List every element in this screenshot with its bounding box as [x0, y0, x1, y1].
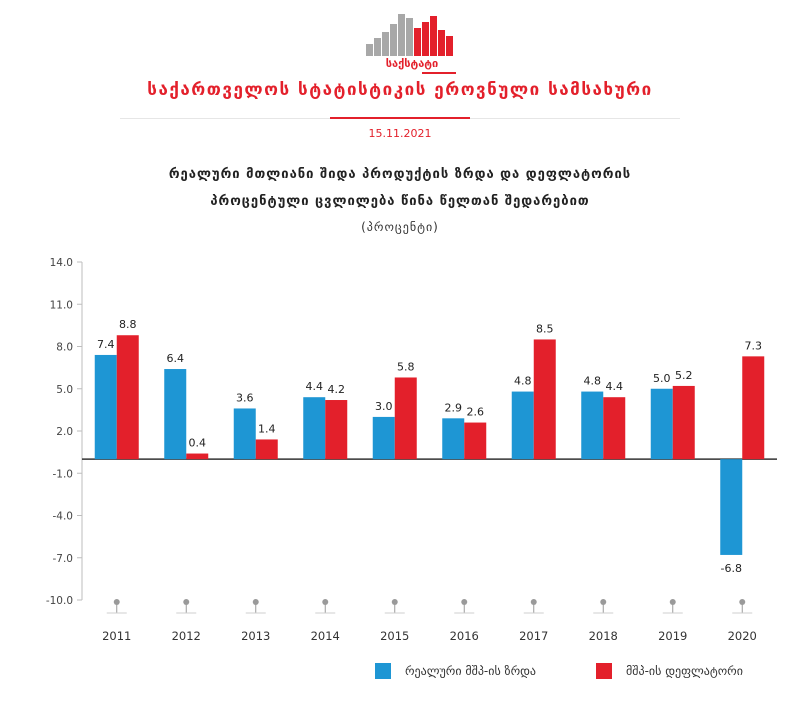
bar-gdp-deflator: [742, 356, 765, 460]
chart-title-line-1: რეალური მთლიანი შიდა პროდუქტის ზრდა და დ…: [168, 167, 632, 182]
category-marker: [461, 599, 468, 605]
bar-gdp-deflator: [116, 335, 139, 460]
bar-gdp-growth: [303, 397, 326, 460]
category-marker: [391, 599, 398, 605]
category-marker: [183, 599, 190, 605]
logo-bar: [374, 38, 381, 58]
y-tick-label: 2.0: [56, 426, 73, 438]
category-marker: [113, 599, 120, 605]
data-label: 2.9: [445, 401, 463, 414]
data-label: 8.8: [119, 318, 137, 331]
category-marker: [252, 599, 259, 605]
bar-gdp-deflator: [672, 385, 695, 460]
bar-gdp-growth: [164, 369, 187, 460]
organization-name: საქართველოს სტატისტიკის ეროვნული სამსახუ…: [147, 80, 653, 100]
data-label: 1.4: [258, 422, 276, 435]
data-label: 5.8: [397, 360, 415, 373]
x-tick-label: 2014: [311, 629, 340, 643]
legend-label-growth: რეალური მშპ-ის ზრდა: [405, 664, 537, 678]
bar-gdp-deflator: [186, 453, 209, 460]
bar-gdp-growth: [94, 354, 117, 460]
bar-gdp-deflator: [603, 397, 626, 460]
x-tick-label: 2015: [380, 629, 409, 643]
header-accent-rule: [330, 117, 470, 119]
bar-gdp-deflator: [325, 400, 348, 460]
data-label: 3.6: [236, 391, 254, 404]
y-tick-label: -1.0: [53, 468, 74, 480]
data-label: 8.5: [536, 322, 554, 335]
data-label: 5.0: [653, 372, 671, 385]
x-tick-label: 2017: [519, 629, 548, 643]
logo-bar: [390, 24, 397, 58]
chart-unit-subtitle: (პროცენტი): [361, 220, 439, 234]
y-tick-label: 5.0: [56, 384, 73, 396]
data-label: 4.2: [328, 383, 346, 396]
logo-bar: [446, 36, 453, 58]
logo-bar: [414, 28, 421, 58]
y-tick-label: -4.0: [53, 511, 74, 523]
logo-bar: [398, 14, 405, 58]
category-marker: [739, 599, 746, 605]
data-label: 7.3: [745, 339, 763, 352]
data-label: 4.4: [306, 380, 324, 393]
data-label: 7.4: [97, 338, 115, 351]
data-label: 4.8: [514, 375, 532, 388]
category-marker: [600, 599, 607, 605]
bar-gdp-growth: [720, 459, 743, 555]
logo-wordmark: საქსტატი: [386, 57, 438, 70]
bar-gdp-growth: [442, 418, 465, 460]
logo-bar: [422, 22, 429, 58]
data-label: 5.2: [675, 369, 693, 382]
data-label: 4.4: [606, 380, 624, 393]
data-label: 3.0: [375, 400, 393, 413]
legend-item-growth: რეალური მშპ-ის ზრდა: [375, 663, 536, 679]
category-marker: [322, 599, 329, 605]
x-tick-label: 2018: [589, 629, 618, 643]
bar-gdp-growth: [233, 408, 256, 460]
x-tick-label: 2012: [172, 629, 201, 643]
y-tick-label: 8.0: [56, 342, 73, 354]
logo-bar: [430, 16, 437, 58]
data-label: 2.6: [467, 406, 485, 419]
x-tick-label: 2013: [241, 629, 270, 643]
y-tick-label: -7.0: [53, 553, 74, 565]
logo-bar: [438, 30, 445, 58]
x-tick-label: 2020: [728, 629, 757, 643]
y-tick-label: -10.0: [46, 595, 73, 607]
data-label: 0.4: [189, 437, 207, 450]
geostat-logo: საქსტატი: [366, 14, 458, 74]
bar-gdp-growth: [650, 388, 673, 460]
bar-gdp-deflator: [255, 439, 278, 460]
legend-item-deflator: მშპ-ის დეფლატორი: [596, 663, 743, 679]
data-label: 6.4: [167, 352, 185, 365]
category-marker: [530, 599, 537, 605]
logo-bar: [366, 44, 373, 58]
x-tick-label: 2016: [450, 629, 479, 643]
x-tick-label: 2019: [658, 629, 687, 643]
bar-gdp-deflator: [464, 422, 487, 460]
publication-date: 15.11.2021: [368, 127, 432, 140]
data-label: 4.8: [584, 375, 602, 388]
bar-gdp-growth: [372, 416, 395, 460]
bar-gdp-deflator: [394, 377, 417, 460]
legend-label-deflator: მშპ-ის დეფლატორი: [626, 664, 743, 678]
bar-gdp-deflator: [533, 339, 556, 460]
chart-title-line-2: პროცენტული ცვლილება წინა წელთან შედარები…: [210, 194, 590, 209]
data-label: -6.8: [721, 562, 742, 575]
bar-gdp-growth: [581, 391, 604, 460]
y-tick-label: 14.0: [50, 257, 73, 269]
logo-bar: [406, 18, 413, 58]
bar-gdp-growth: [511, 391, 534, 460]
legend-swatch-deflator: [596, 663, 612, 679]
x-tick-label: 2011: [102, 629, 131, 643]
legend-swatch-growth: [375, 663, 391, 679]
y-tick-label: 11.0: [50, 299, 73, 311]
logo-bar: [382, 32, 389, 58]
category-marker: [669, 599, 676, 605]
